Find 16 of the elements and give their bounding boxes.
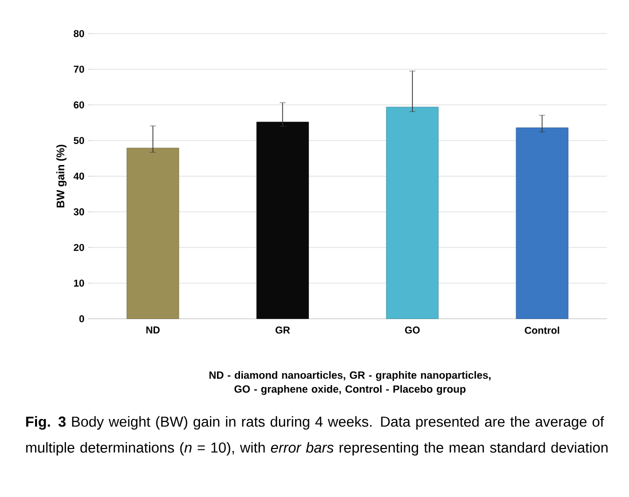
y-tick-label: 20 (74, 244, 84, 252)
x-tick-label: GO (405, 326, 420, 334)
x-tick-label: GR (276, 326, 290, 334)
y-axis-title: BW gain (%) (56, 144, 67, 208)
y-tick-label: 60 (74, 101, 84, 108)
y-tick-label: 0 (79, 315, 84, 322)
text: ND - diamond nanoarticles, GR - graphite nanoparticles, GO - graphene oxide, Control - Placebo group (209, 371, 491, 395)
y-tick-label: 80 (74, 30, 84, 38)
y-tick-label: 30 (74, 208, 84, 216)
y-tick-label: 50 (74, 137, 84, 144)
y-tick-label: 40 (74, 172, 84, 180)
x-tick-label: Control (524, 326, 560, 334)
x-tick-label: ND (146, 326, 160, 334)
y-tick-label: 70 (74, 66, 84, 73)
text: Fig. 3 Body weight (BW) gain in rats during 4 weeks. Data presented are the average of multiple determinations (n = 10), with error bars representing the mean standard deviation (26, 416, 608, 456)
y-tick-label: 10 (74, 280, 84, 287)
